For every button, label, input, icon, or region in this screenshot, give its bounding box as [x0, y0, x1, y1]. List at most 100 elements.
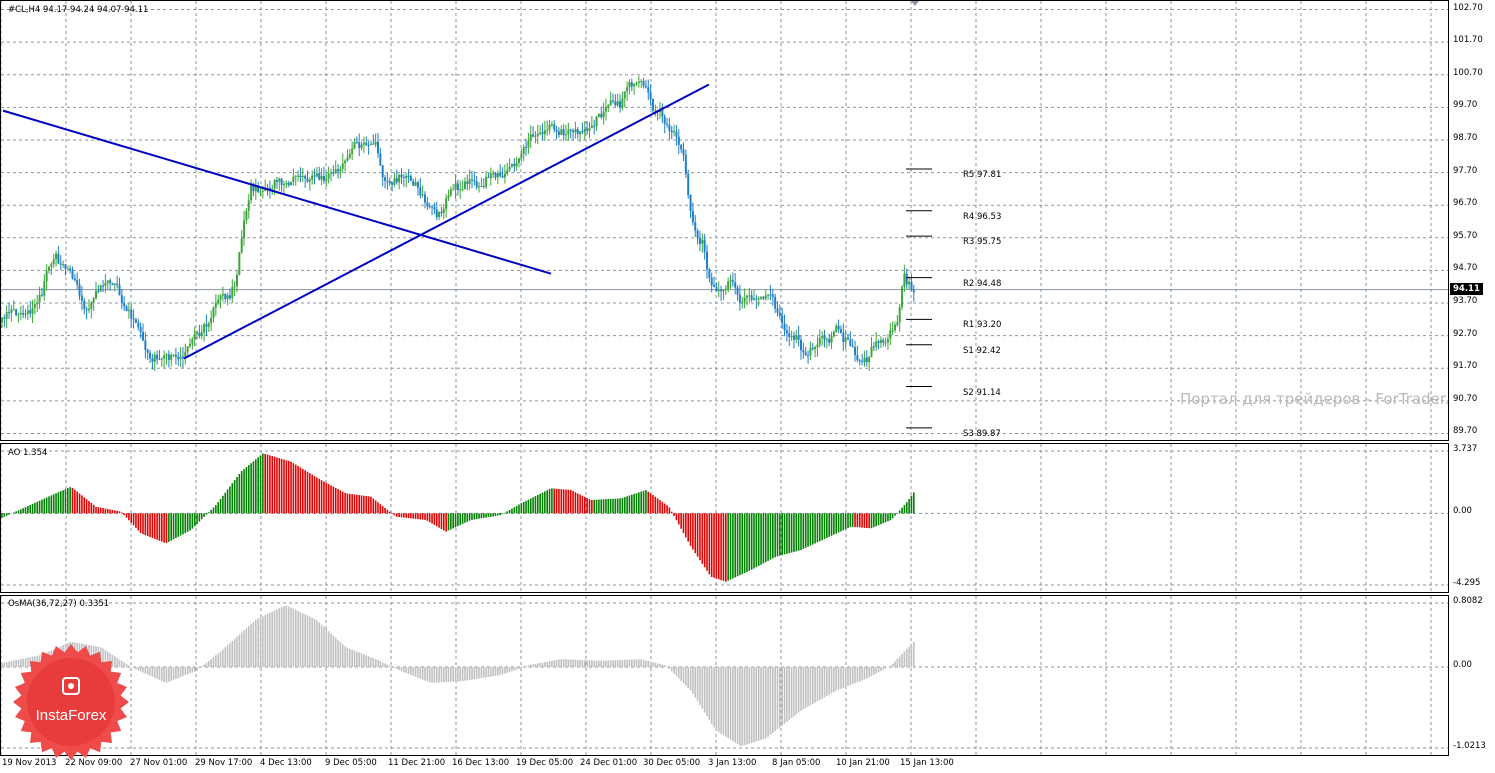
candle-body [908, 281, 911, 285]
candle-body [38, 294, 41, 303]
candle-body [499, 172, 502, 176]
candle-body [440, 211, 443, 213]
candle-body [762, 296, 765, 299]
candle-body [532, 134, 535, 137]
candle-body [339, 168, 342, 172]
candle-body [644, 85, 647, 88]
candle-body [435, 209, 438, 218]
candle-body [447, 195, 450, 199]
candle-body [771, 294, 774, 297]
candle-body [487, 176, 490, 179]
candle-body [884, 342, 887, 344]
candle-body [583, 128, 586, 133]
candle-body [753, 298, 755, 300]
candle-body [454, 183, 457, 190]
candle-body [630, 82, 633, 87]
candle-body [426, 202, 429, 207]
candle-body [205, 324, 208, 327]
candle-body [160, 358, 163, 360]
candle-body [882, 339, 885, 343]
candle-body [238, 252, 241, 275]
pivot-label: R1 93.20 [963, 320, 1002, 331]
candle-body [113, 283, 116, 285]
candle-body [905, 273, 908, 285]
candle-body [560, 129, 563, 135]
candle-body [219, 295, 222, 300]
candle-body [802, 350, 805, 353]
candle-body [449, 189, 452, 196]
candle-body [139, 327, 142, 333]
candle-body [865, 357, 868, 363]
candle-body [280, 178, 283, 185]
time-scale[interactable]: 19 Nov 2013 22 Nov 09:00 27 Nov 01:00 29 No… [0, 756, 1449, 773]
candle-body [901, 286, 904, 308]
candle-body [358, 142, 361, 148]
candle-body [722, 289, 725, 292]
candle-body [132, 318, 135, 320]
candle-body [57, 253, 60, 264]
candle-body [15, 309, 18, 315]
price-tick-label: 96.70 [1453, 198, 1478, 209]
candle-body [198, 332, 201, 337]
candle-body [520, 154, 523, 159]
candle-body [503, 173, 506, 178]
candle-body [851, 346, 854, 348]
price-tick-label: 102.70 [1453, 2, 1483, 13]
candle-body [438, 211, 441, 218]
candle-body [191, 339, 194, 344]
candle-body [26, 310, 29, 314]
price-scale[interactable]: 102.70 101.70 100.70 99.70 98.70 97.70 96.70 95… [1449, 0, 1495, 441]
candle-body [795, 335, 798, 340]
candle-body [71, 270, 74, 279]
candle-body [501, 175, 504, 178]
price-chart-pane[interactable]: #CL,H4 94.17 94.24 94.07 94.11 R5 97.81 R… [0, 0, 1449, 441]
candle-body [66, 268, 69, 270]
candle-body [595, 116, 598, 127]
candle-body [179, 356, 182, 360]
candle-body [879, 339, 882, 343]
candle-body [283, 184, 285, 186]
osma-scale[interactable]: 0.8082 0.00 -1.0213 [1449, 595, 1495, 756]
osma-indicator-pane[interactable]: OsMA(36,72,27) 0.3351 [0, 595, 1449, 756]
candle-body [854, 347, 857, 356]
candle-body [73, 278, 76, 281]
candle-body [828, 339, 831, 343]
candle-body [891, 330, 894, 332]
candle-body [724, 289, 727, 291]
candle-body [318, 173, 321, 180]
indicator-tick-label: 0.00 [1453, 506, 1472, 517]
candle-body [261, 190, 264, 192]
candle-body [701, 239, 704, 244]
candle-body [400, 174, 403, 178]
candle-body [83, 300, 86, 309]
candle-body [268, 187, 271, 190]
candle-body [748, 295, 751, 297]
ao-indicator-pane[interactable]: AO 1.354 [0, 443, 1449, 593]
candle-body [398, 174, 401, 183]
candle-body [689, 195, 692, 211]
ao-scale[interactable]: 3.737 0.00 -4.295 [1449, 443, 1495, 593]
candle-body [442, 208, 445, 213]
candle-body [130, 309, 133, 319]
candle-body [377, 141, 379, 154]
candle-body [409, 176, 412, 181]
pivot-label: S2 91.14 [963, 387, 1001, 398]
candle-body [811, 347, 814, 350]
candle-body [379, 153, 382, 166]
candle-body [374, 141, 377, 145]
candle-body [579, 131, 582, 135]
candle-body [212, 307, 215, 318]
candle-body [894, 324, 896, 331]
ao-title: AO 1.354 [8, 448, 48, 458]
trendline [183, 83, 710, 360]
candle-body [842, 332, 845, 342]
candle-body [757, 298, 760, 300]
candle-body [809, 347, 812, 356]
candle-body [334, 169, 337, 174]
candle-body [8, 312, 11, 314]
candle-body [856, 355, 859, 361]
candle-body [247, 200, 250, 211]
candle-body [807, 355, 810, 357]
candle-body [635, 83, 638, 85]
candle-body [278, 178, 281, 182]
